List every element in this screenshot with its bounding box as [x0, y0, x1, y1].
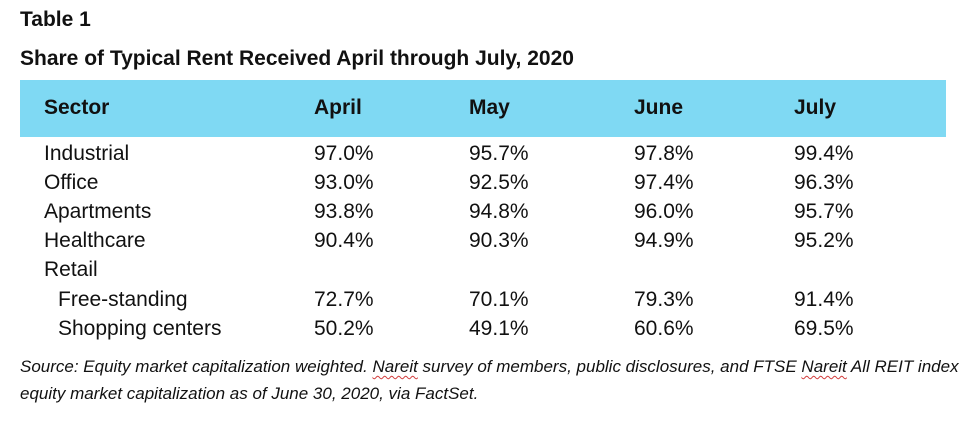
may-cell: 95.7%: [469, 142, 529, 165]
june-cell: 79.3%: [634, 288, 694, 311]
sector-cell: Apartments: [44, 200, 152, 223]
table-row: Healthcare 90.4% 90.3% 94.9% 95.2%: [0, 226, 980, 255]
sector-cell: Free-standing: [58, 288, 188, 311]
source-text-1: Source: Equity market capitalization wei…: [20, 357, 373, 376]
april-cell: 93.0%: [314, 171, 374, 194]
table-row: Apartments 93.8% 94.8% 96.0% 95.7%: [0, 197, 980, 226]
sector-cell: Shopping centers: [58, 317, 222, 340]
june-cell: 97.4%: [634, 171, 694, 194]
sector-cell: Healthcare: [44, 229, 146, 252]
april-cell: 97.0%: [314, 142, 374, 165]
july-cell: 99.4%: [794, 142, 854, 165]
table-row: Free-standing 72.7% 70.1% 79.3% 91.4%: [0, 285, 980, 314]
april-cell: 50.2%: [314, 317, 374, 340]
table-row: Retail: [0, 255, 980, 284]
sector-cell: Retail: [44, 258, 98, 281]
may-cell: 49.1%: [469, 317, 529, 340]
july-cell: 95.7%: [794, 200, 854, 223]
june-cell: 94.9%: [634, 229, 694, 252]
july-cell: 96.3%: [794, 171, 854, 194]
header-may: May: [469, 96, 510, 119]
april-cell: 72.7%: [314, 288, 374, 311]
header-july: July: [794, 96, 837, 119]
table-row: Industrial 97.0% 95.7% 97.8% 99.4%: [0, 139, 980, 168]
july-cell: 91.4%: [794, 288, 854, 311]
header-sector: Sector: [44, 96, 110, 119]
sector-cell: Industrial: [44, 142, 130, 165]
july-cell: 95.2%: [794, 229, 854, 252]
june-cell: 97.8%: [634, 142, 694, 165]
may-cell: 92.5%: [469, 171, 529, 194]
spellcheck-word: Nareit: [801, 357, 847, 376]
source-text-3: All REIT index equity market capitalizat…: [20, 357, 959, 403]
may-cell: 94.8%: [469, 200, 529, 223]
table-title: Share of Typical Rent Received April thr…: [20, 47, 574, 70]
header-april: April: [314, 96, 362, 119]
april-cell: 90.4%: [314, 229, 374, 252]
table-label: Table 1: [20, 8, 91, 31]
table-row: Office 93.0% 92.5% 97.4% 96.3%: [0, 168, 980, 197]
april-cell: 93.8%: [314, 200, 374, 223]
july-cell: 69.5%: [794, 317, 854, 340]
june-cell: 60.6%: [634, 317, 694, 340]
header-june: June: [634, 96, 684, 119]
source-note: Source: Equity market capitalization wei…: [20, 353, 960, 407]
may-cell: 70.1%: [469, 288, 529, 311]
spellcheck-word: Nareit: [372, 357, 418, 376]
may-cell: 90.3%: [469, 229, 529, 252]
source-text-2: survey of members, public disclosures, a…: [417, 357, 802, 376]
june-cell: 96.0%: [634, 200, 694, 223]
table-row: Shopping centers 50.2% 49.1% 60.6% 69.5%: [0, 314, 980, 343]
sector-cell: Office: [44, 171, 99, 194]
table-header: [20, 80, 946, 137]
